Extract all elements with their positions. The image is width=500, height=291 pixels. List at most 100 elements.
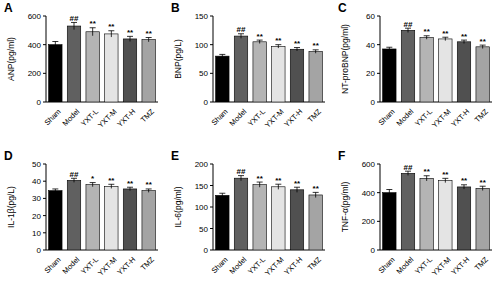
- error-bar: [461, 40, 467, 43]
- y-tick-label: 400: [362, 189, 376, 198]
- y-axis: [46, 164, 47, 250]
- bar: [253, 185, 266, 250]
- error-bar: [146, 38, 152, 42]
- panel: FTNF-α(pg/ml)0200400600Sham##Model**YXT-…: [338, 149, 492, 278]
- significance: **: [275, 176, 282, 185]
- panel-title: F: [338, 149, 345, 163]
- x-tick-label: Sham: [209, 255, 229, 275]
- y-tick-label: 40: [32, 177, 41, 186]
- error-bar: [238, 176, 244, 181]
- x-tick-label: TMZ: [139, 255, 157, 273]
- x-tick-label: YXT-H: [115, 107, 137, 129]
- y-tick-label: 150: [195, 12, 209, 21]
- error-bar: [461, 185, 467, 189]
- x-tick-label: TMZ: [306, 107, 324, 125]
- bar: [383, 193, 396, 250]
- y-tick: [377, 16, 380, 17]
- significance: **: [257, 174, 264, 183]
- y-axis-label: IL-6(pg/ml): [173, 186, 183, 227]
- x-tick-label: YXT-H: [115, 255, 137, 277]
- panel: BBNP(pg/L)050100150Sham##Model**YXT-L**Y…: [171, 1, 325, 130]
- y-tick-label: 60: [366, 12, 375, 21]
- error-line: [111, 31, 112, 37]
- panel-title: B: [171, 1, 180, 15]
- significance: **: [257, 32, 264, 41]
- error-bar: [238, 34, 244, 39]
- significance: **: [313, 41, 320, 50]
- error-bar: [480, 45, 486, 48]
- error-line: [55, 189, 56, 192]
- x-tick-label: YXT-M: [430, 255, 453, 278]
- y-tick: [43, 102, 46, 103]
- x-tick-label: Model: [395, 107, 416, 128]
- error-line: [278, 45, 279, 48]
- y-tick: [377, 73, 380, 74]
- x-tick-label: Sham: [42, 107, 62, 127]
- y-tick: [377, 221, 380, 222]
- significance: **: [146, 180, 153, 189]
- error-bar: [294, 48, 300, 51]
- y-axis: [380, 16, 381, 102]
- significance: **: [294, 39, 301, 48]
- y-tick: [210, 102, 213, 103]
- error-line: [482, 45, 483, 48]
- x-tick-label: Model: [395, 255, 416, 276]
- error-line: [241, 176, 242, 181]
- significance: ##: [70, 14, 79, 23]
- error-cap: [386, 47, 392, 48]
- bar: [123, 39, 136, 102]
- y-tick: [210, 44, 213, 45]
- x-axis: [213, 250, 325, 251]
- significance: **: [424, 27, 431, 36]
- x-tick-label: TMZ: [473, 255, 491, 273]
- y-tick: [43, 250, 46, 251]
- error-line: [92, 28, 93, 36]
- error-bar: [71, 178, 77, 182]
- y-tick: [377, 44, 380, 45]
- y-axis: [380, 164, 381, 250]
- significance: **: [313, 184, 320, 193]
- y-tick: [43, 73, 46, 74]
- error-bar: [219, 193, 225, 197]
- error-line: [389, 190, 390, 196]
- error-bar: [294, 187, 300, 192]
- error-bar: [386, 47, 392, 50]
- y-axis-label: BNP(pg/L): [173, 39, 183, 79]
- y-tick: [210, 185, 213, 186]
- error-bar: [442, 37, 448, 40]
- y-tick-label: 600: [362, 160, 376, 169]
- y-tick: [377, 192, 380, 193]
- panel-title: D: [4, 149, 13, 163]
- x-tick-label: Sham: [376, 255, 396, 275]
- x-tick-label: Model: [61, 255, 82, 276]
- significance: **: [146, 29, 153, 38]
- error-line: [111, 184, 112, 188]
- error-line: [130, 36, 131, 41]
- error-line: [130, 187, 131, 190]
- error-line: [315, 50, 316, 53]
- significance: ##: [237, 25, 246, 34]
- y-tick-label: 200: [362, 217, 376, 226]
- y-tick-label: 0: [37, 98, 42, 107]
- y-axis-label: NT-proBNP(pg/ml): [340, 24, 350, 94]
- x-axis: [380, 102, 492, 103]
- bar: [234, 36, 247, 102]
- y-tick-label: 20: [32, 212, 41, 221]
- y-tick: [377, 164, 380, 165]
- y-tick: [377, 102, 380, 103]
- y-tick: [210, 164, 213, 165]
- bar: [49, 45, 62, 102]
- error-cap: [386, 189, 392, 190]
- y-tick: [210, 73, 213, 74]
- y-tick: [210, 228, 213, 229]
- panel: DIL-1β(pg/L)01020304050Sham##Model*YXT-L…: [4, 149, 158, 278]
- y-tick: [43, 181, 46, 182]
- error-line: [482, 186, 483, 190]
- bar: [142, 191, 155, 250]
- bar: [439, 39, 452, 102]
- error-bar: [108, 184, 114, 188]
- error-line: [74, 22, 75, 29]
- bar: [86, 32, 99, 102]
- error-bar: [219, 54, 225, 57]
- significance: **: [275, 36, 282, 45]
